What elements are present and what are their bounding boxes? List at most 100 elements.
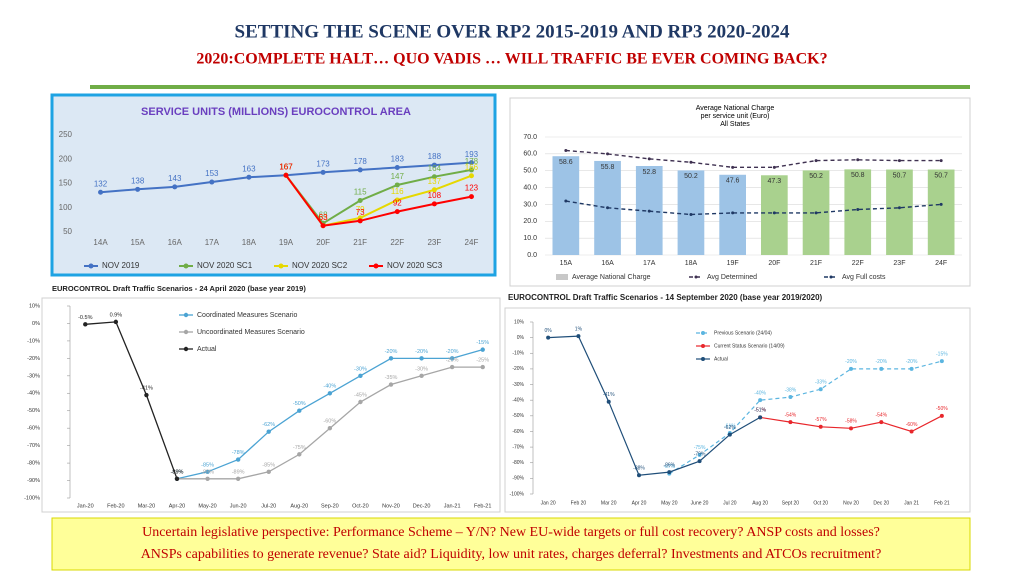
- data-label: 164: [428, 164, 442, 173]
- legend-marker: [183, 346, 189, 352]
- data-label: -89%: [201, 469, 214, 475]
- marker: [849, 366, 853, 371]
- marker: [788, 395, 793, 400]
- x-tick-label: Nov 20: [843, 500, 859, 506]
- marker: [758, 415, 763, 420]
- x-tick-label: Jan-21: [444, 503, 461, 509]
- y-tick-label: 0%: [517, 335, 525, 341]
- y-tick-label: -70%: [27, 443, 40, 449]
- x-tick-label: Jan-20: [77, 503, 94, 509]
- marker: [327, 425, 333, 431]
- x-tick-label: Feb 21: [934, 500, 950, 506]
- marker: [939, 359, 944, 364]
- data-label: 50.7: [893, 172, 907, 179]
- y-tick-label: -80%: [27, 461, 40, 467]
- y-tick-label: -10%: [512, 351, 524, 357]
- marker: [689, 160, 693, 164]
- y-tick-label: 10.0: [523, 235, 537, 242]
- y-tick-label: -60%: [512, 429, 524, 435]
- x-tick-label: 15A: [560, 260, 573, 267]
- y-tick-label: -40%: [512, 398, 524, 404]
- data-label: 167: [279, 162, 293, 171]
- marker: [546, 335, 551, 340]
- data-label: -30%: [354, 366, 367, 372]
- y-tick-label: -80%: [512, 460, 524, 466]
- x-tick-label: Apr 20: [632, 500, 647, 506]
- data-label: 193: [465, 150, 479, 159]
- marker: [419, 373, 424, 379]
- data-label: -62%: [724, 425, 736, 431]
- marker: [419, 356, 424, 361]
- bar: [927, 169, 955, 255]
- slide-title: SETTING THE SCENE OVER RP2 2015-2019 AND…: [235, 21, 790, 42]
- marker: [697, 459, 702, 464]
- marker: [564, 148, 568, 152]
- marker: [358, 399, 363, 405]
- chart-title: SERVICE UNITS (MILLIONS) EUROCONTROL ARE…: [141, 106, 411, 118]
- legend-swatch: [556, 274, 568, 280]
- marker: [879, 366, 884, 371]
- x-tick-label: May 20: [661, 500, 678, 506]
- data-label: -50%: [936, 406, 948, 412]
- data-label: -38%: [785, 387, 797, 393]
- data-label: 63: [319, 213, 328, 222]
- chart-title: per service unit (Euro): [701, 113, 770, 120]
- marker: [637, 473, 641, 478]
- marker: [576, 334, 581, 339]
- data-label: 153: [205, 169, 219, 178]
- line: [565, 200, 942, 216]
- x-tick-label: 21F: [810, 260, 822, 267]
- data-label: -89%: [171, 469, 184, 475]
- data-label: 0%: [545, 328, 553, 334]
- x-tick-label: 21F: [353, 238, 367, 247]
- data-label: 47.3: [768, 178, 782, 185]
- y-tick-label: -70%: [512, 444, 524, 450]
- data-label: 63: [319, 213, 328, 222]
- y-tick-label: -90%: [512, 476, 524, 482]
- data-label: 50.2: [684, 173, 698, 180]
- marker: [320, 223, 326, 229]
- marker: [772, 165, 776, 169]
- data-label: -20%: [385, 349, 398, 355]
- y-tick-label: 50.0: [523, 168, 537, 175]
- data-label: -25%: [476, 358, 489, 364]
- line: [285, 168, 472, 225]
- data-label: -54%: [785, 412, 797, 418]
- data-label: 79: [356, 205, 365, 214]
- marker: [172, 184, 178, 190]
- legend-label: Avg Full costs: [842, 274, 886, 281]
- data-label: -79%: [694, 451, 706, 457]
- chart-title: EUROCONTROL Draft Traffic Scenarios - 14…: [508, 293, 823, 302]
- marker: [320, 169, 326, 175]
- x-tick-label: Jun-20: [230, 503, 247, 509]
- legend-label: Current Status Scenario (14/09): [714, 343, 785, 349]
- data-label: 183: [391, 155, 405, 164]
- data-label: -62%: [262, 422, 275, 428]
- marker: [431, 201, 437, 207]
- legend-label: Previous Scenario (24/04): [714, 330, 772, 336]
- y-tick-label: 60.0: [523, 151, 537, 158]
- x-tick-label: Feb 20: [571, 500, 587, 506]
- data-label: 50.2: [809, 173, 823, 180]
- legend-marker: [373, 263, 379, 269]
- data-label: -0.5%: [78, 315, 92, 321]
- x-tick-label: Jul-20: [261, 503, 276, 509]
- chart-title: Average National Charge: [696, 105, 775, 112]
- marker: [897, 206, 901, 210]
- marker: [772, 211, 776, 215]
- data-label: 55.8: [601, 164, 615, 171]
- marker: [205, 476, 210, 481]
- data-label: 116: [391, 187, 404, 196]
- x-tick-label: Feb-21: [474, 503, 491, 509]
- marker: [731, 165, 735, 169]
- marker: [939, 413, 944, 418]
- data-label: 167: [279, 162, 293, 171]
- y-tick-label: -90%: [27, 478, 40, 484]
- x-tick-label: Dec-20: [413, 503, 431, 509]
- marker: [449, 356, 455, 361]
- data-label: 147: [391, 172, 405, 181]
- data-label: -89%: [232, 469, 245, 475]
- data-label: -20%: [415, 349, 428, 355]
- data-label: -20%: [446, 349, 459, 355]
- bar: [552, 156, 580, 255]
